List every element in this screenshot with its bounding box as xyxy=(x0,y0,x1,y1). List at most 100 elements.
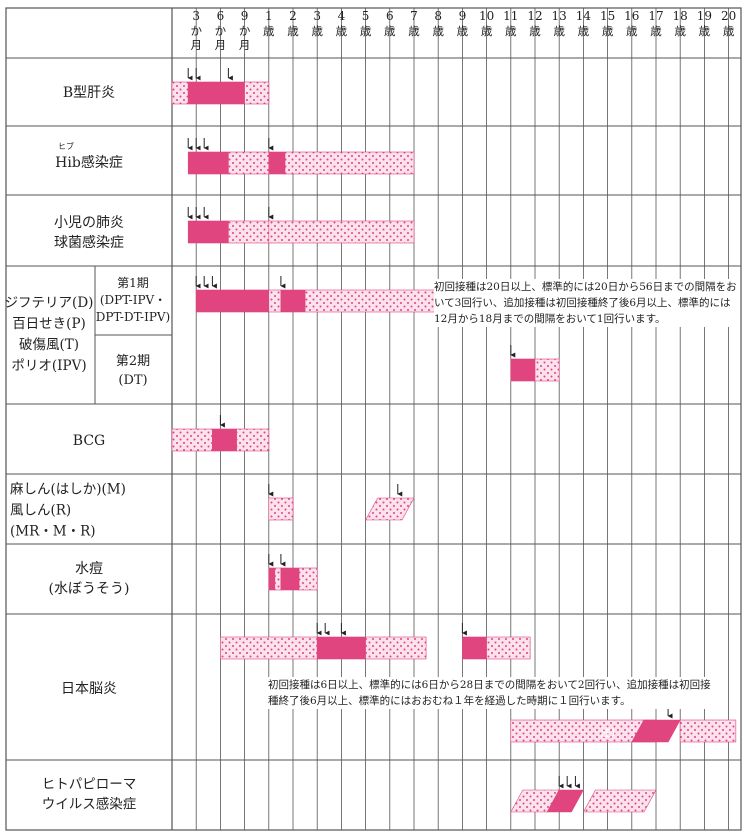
schedule-bars: 注) xyxy=(171,81,737,813)
age-label-number: 6 xyxy=(386,9,394,23)
vaccine-label-hib-ruby: ヒブ xyxy=(58,141,74,151)
vaccine-label-je: 日本脳炎 xyxy=(61,681,117,697)
age-header: 3か月6か月9か月1歳2歳3歳4歳5歳6歳7歳8歳9歳10歳11歳12歳13歳1… xyxy=(190,9,736,52)
age-label-number: 18 xyxy=(673,9,688,23)
age-label-unit: 歳 xyxy=(457,24,469,38)
age-label-number: 5 xyxy=(362,9,370,23)
vaccine-label-varicella: 水痘 xyxy=(75,561,103,577)
age-label-number: 9 xyxy=(241,9,249,23)
je-bar-light xyxy=(365,636,427,660)
hib-bar-light xyxy=(284,151,415,175)
age-label-unit: 歳 xyxy=(553,24,565,38)
varicella-bar-dark xyxy=(268,567,276,591)
hib-bar-light xyxy=(228,151,270,175)
dpt-interval-note: 初回接種は20日以上、標準的には20日から56日までの間隔をおいて3回行い、追加… xyxy=(434,279,740,327)
footnote-mark: 注) xyxy=(600,725,615,739)
age-label-number: 20 xyxy=(721,9,736,23)
vaccine-label-mr: (MR・M・R) xyxy=(10,524,96,540)
age-label-unit: 月 xyxy=(190,38,202,52)
age-label-unit: 歳 xyxy=(626,24,638,38)
age-label-unit: 歳 xyxy=(408,24,420,38)
vaccine-label-hib: Hib感染症 xyxy=(55,154,123,171)
age-label-number: 3 xyxy=(192,9,200,23)
age-label-unit: 歳 xyxy=(311,24,323,38)
varicella-bar-dark xyxy=(280,567,300,591)
dpt1-bar-light xyxy=(268,289,282,313)
vaccine-label-dpt-phase2: (DT) xyxy=(118,373,147,388)
dose-arrows xyxy=(187,68,673,789)
pneumo-bar-dark xyxy=(187,220,229,244)
vaccine-label-dpt: ポリオ(IPV) xyxy=(11,358,86,374)
age-label-unit: 歳 xyxy=(481,24,493,38)
mr-bar-1 xyxy=(268,497,294,521)
age-label-number: 10 xyxy=(479,9,494,23)
age-label-unit: 歳 xyxy=(699,24,711,38)
age-label-unit: 歳 xyxy=(529,24,541,38)
vaccine-label-dpt-phase2: 第2期 xyxy=(116,354,150,369)
age-label-unit: 歳 xyxy=(723,24,735,38)
vaccine-label-dpt: 破傷風(T) xyxy=(19,337,79,353)
age-label-number: 16 xyxy=(624,9,639,23)
age-label-number: 2 xyxy=(289,9,297,23)
age-label-unit: 歳 xyxy=(650,24,662,38)
age-label-unit: 歳 xyxy=(360,24,372,38)
vaccine-label-mr: 風しん(R) xyxy=(10,503,71,519)
vaccine-label-hpv: ヒトパピローマ xyxy=(42,777,137,793)
dpt2-bar-dark xyxy=(510,358,536,382)
vaccine-label-pneumo: 球菌感染症 xyxy=(54,234,124,251)
mr-bar-2 xyxy=(365,497,415,521)
age-label-number: 9 xyxy=(459,9,467,23)
age-label-number: 12 xyxy=(527,9,542,23)
je-bar-dark xyxy=(462,636,487,660)
vaccine-label-bcg: BCG xyxy=(73,433,105,449)
bcg-bar-light xyxy=(236,428,270,452)
vaccine-label-dpt-phase1: DPT-DT-IPV) xyxy=(96,310,171,324)
vaccine-label-dpt-phase1: (DPT-IPV・ xyxy=(100,293,166,307)
age-label-number: 7 xyxy=(410,9,418,23)
bcg-bar-light xyxy=(171,428,213,452)
japanese-encephalitis-interval-note: 初回接種は6日以上、標準的には6日から28日までの間隔をおいて2回行い、追加接種… xyxy=(268,677,716,709)
age-label-unit: 歳 xyxy=(384,24,396,38)
age-label-unit: 歳 xyxy=(263,24,275,38)
hib-bar-dark xyxy=(187,151,229,175)
vaccine-label-dpt: ジフテリア(D) xyxy=(5,295,94,311)
pneumo-bar-light xyxy=(228,220,270,244)
je-bar-light xyxy=(679,719,737,743)
hepb-bar-light xyxy=(171,81,189,105)
dpt1-bar-dark xyxy=(280,289,306,313)
age-label-unit: 歳 xyxy=(674,24,686,38)
age-label-unit: 歳 xyxy=(336,24,348,38)
age-label-unit: か xyxy=(215,24,227,38)
hepb-bar-light xyxy=(244,81,270,105)
age-label-unit: 月 xyxy=(239,38,251,52)
age-label-unit: 歳 xyxy=(287,24,299,38)
hpv-bar-dark xyxy=(546,789,584,813)
age-label-unit: 歳 xyxy=(578,24,590,38)
age-label-number: 6 xyxy=(217,9,225,23)
hib-bar-dark xyxy=(268,151,286,175)
vaccine-label-hepb: B型肝炎 xyxy=(63,85,115,101)
age-label-number: 17 xyxy=(648,9,663,23)
je-bar-dark xyxy=(316,636,366,660)
age-label-number: 13 xyxy=(552,9,567,23)
bcg-bar-dark xyxy=(212,428,237,452)
age-label-number: 3 xyxy=(313,9,321,23)
vaccine-label-pneumo: 小児の肺炎 xyxy=(54,215,124,231)
age-label-unit: 月 xyxy=(215,38,227,52)
varicella-bar-light xyxy=(298,567,318,591)
age-label-unit: か xyxy=(190,24,202,38)
pneumo-bar-light xyxy=(268,220,415,244)
vaccine-label-mr: 麻しん(はしか)(M) xyxy=(10,482,126,498)
varicella-bar-light xyxy=(274,567,282,591)
age-label-number: 15 xyxy=(600,9,615,23)
age-label-number: 1 xyxy=(265,9,273,23)
age-label-number: 8 xyxy=(434,9,442,23)
age-label-unit: か xyxy=(239,24,251,38)
dpt2-bar-light xyxy=(534,358,560,382)
je-bar-light xyxy=(486,636,531,660)
je-bar-light xyxy=(220,636,318,660)
age-label-number: 19 xyxy=(697,9,712,23)
age-label-number: 11 xyxy=(503,9,518,23)
age-label-number: 14 xyxy=(576,9,592,23)
